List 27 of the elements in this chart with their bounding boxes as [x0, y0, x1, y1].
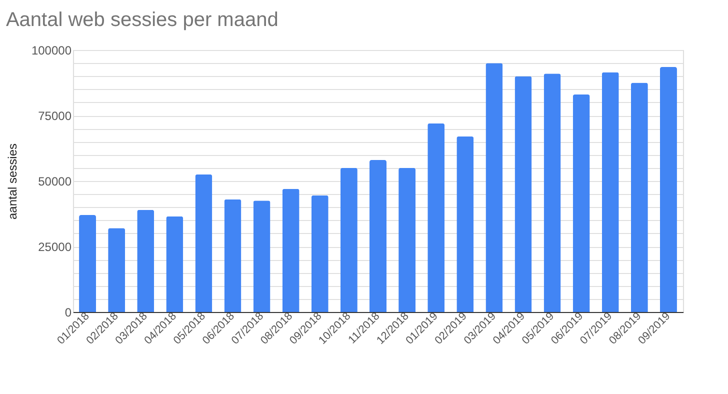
bar [195, 174, 212, 312]
bar [602, 72, 619, 312]
y-tick-label: 25000 [38, 240, 72, 254]
bar [311, 195, 328, 312]
bar [340, 168, 358, 312]
bar [370, 160, 386, 312]
y-axis-title: aantal sessies [5, 143, 20, 220]
bar [398, 168, 416, 312]
y-tick-label: 100000 [31, 44, 72, 58]
bar [428, 123, 445, 312]
chart-title: Aantal web sessies per maand [6, 9, 278, 31]
bar [166, 216, 184, 312]
bar [224, 199, 242, 312]
bar [544, 74, 561, 312]
bar [253, 200, 270, 312]
bar [137, 210, 154, 312]
bar [108, 228, 126, 312]
bar [79, 215, 96, 312]
bar [630, 82, 648, 312]
bar [486, 63, 503, 312]
bar [456, 136, 474, 312]
bar [282, 188, 300, 312]
bar [514, 76, 532, 312]
y-tick-label: 50000 [38, 174, 72, 188]
y-tick-label: 75000 [38, 109, 72, 123]
bar [572, 94, 590, 312]
bar [660, 67, 677, 312]
